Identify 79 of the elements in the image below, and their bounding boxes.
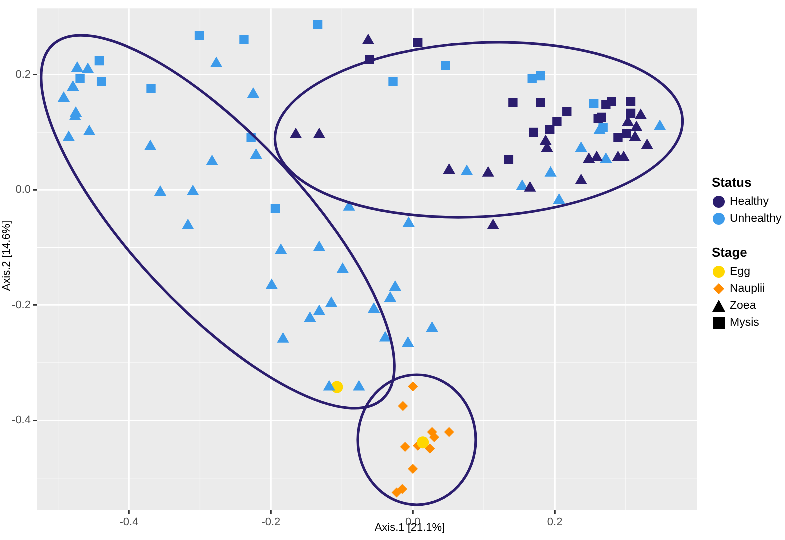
point — [654, 120, 666, 130]
text: Stage — [712, 245, 748, 260]
point — [313, 128, 326, 138]
point — [250, 148, 262, 160]
point — [247, 87, 260, 98]
point — [402, 336, 414, 347]
text: Mysis — [730, 316, 760, 328]
x-tick-label: 0.2 — [547, 516, 563, 529]
point — [58, 92, 70, 102]
point — [270, 204, 280, 214]
point — [426, 321, 438, 332]
point — [575, 142, 588, 152]
point — [524, 181, 536, 192]
x-tick-label: -0.2 — [262, 516, 281, 529]
point — [323, 380, 336, 391]
point — [154, 185, 167, 196]
point — [583, 152, 596, 164]
point — [516, 180, 528, 190]
point — [429, 432, 440, 442]
point — [384, 291, 396, 302]
point — [594, 124, 606, 134]
point — [362, 34, 374, 44]
y-tick-label: -0.2 — [12, 299, 31, 312]
point — [277, 332, 290, 343]
point — [544, 166, 557, 177]
legend-label: Nauplii — [730, 282, 766, 294]
point — [392, 488, 402, 498]
legend-label: Unhealthy — [730, 212, 782, 224]
y-tick-label: -0.4 — [12, 414, 31, 427]
point — [408, 382, 418, 392]
point — [553, 194, 566, 204]
point — [67, 80, 80, 92]
point — [618, 150, 630, 162]
point — [290, 128, 302, 138]
point — [187, 184, 200, 196]
point — [82, 62, 94, 74]
point — [313, 240, 326, 252]
point — [425, 444, 436, 454]
legend-label: Egg — [730, 266, 750, 278]
point — [389, 280, 402, 292]
point — [144, 140, 157, 150]
point — [379, 331, 392, 342]
point — [630, 120, 643, 132]
point — [206, 154, 218, 166]
legend-label: Healthy — [730, 196, 769, 208]
point — [575, 174, 588, 184]
point — [336, 262, 349, 274]
point — [182, 218, 194, 230]
point — [368, 302, 380, 313]
point — [600, 152, 612, 164]
point — [266, 278, 278, 290]
point — [417, 436, 430, 449]
x-tick-label: -0.4 — [120, 516, 139, 529]
point — [444, 427, 454, 438]
point — [629, 130, 642, 142]
legend-title: Status — [712, 175, 753, 190]
point — [487, 218, 500, 230]
point — [325, 296, 338, 308]
point — [402, 216, 415, 228]
point — [641, 138, 654, 150]
point — [408, 464, 418, 474]
point — [304, 312, 316, 322]
point — [62, 130, 75, 142]
point — [398, 401, 408, 412]
point — [634, 108, 647, 120]
point — [461, 164, 474, 176]
point — [443, 164, 456, 174]
point — [275, 244, 288, 254]
point — [313, 304, 326, 316]
y-axis-title: Axis.2 [14.6%] — [1, 220, 13, 294]
point — [210, 56, 223, 68]
point — [83, 124, 96, 136]
point — [71, 62, 84, 72]
point — [400, 442, 410, 452]
point — [482, 166, 494, 177]
text: Zoea — [730, 300, 756, 312]
point — [353, 380, 366, 391]
y-tick-label: 0.2 — [16, 68, 31, 81]
y-tick-label: 0.0 — [16, 184, 31, 196]
